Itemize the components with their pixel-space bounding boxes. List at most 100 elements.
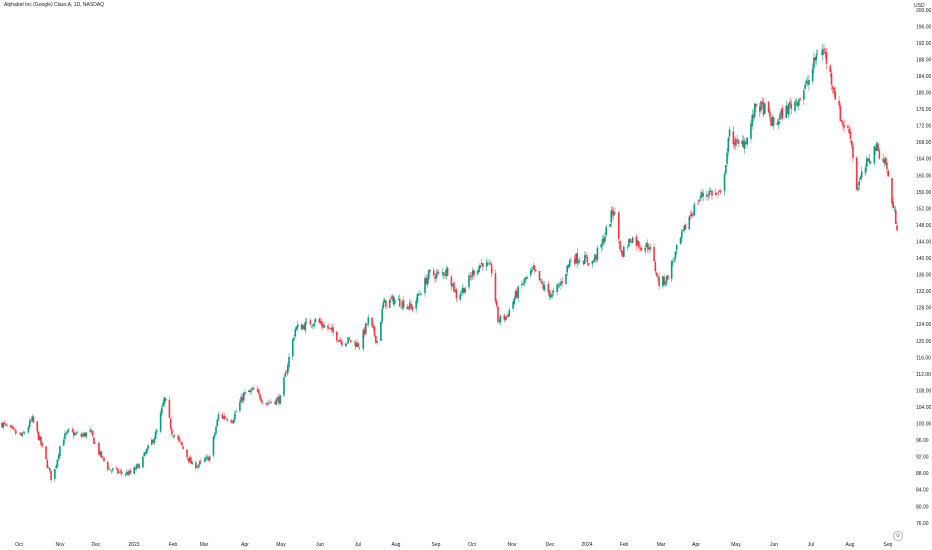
candle — [597, 245, 599, 263]
candle — [433, 268, 435, 277]
candle — [623, 246, 625, 257]
y-tick-label: 104.00 — [916, 405, 932, 411]
y-tick-label: 140.00 — [916, 256, 932, 262]
x-tick-label: Apr — [241, 542, 249, 548]
candle — [556, 282, 558, 295]
y-tick-label: 188.00 — [916, 57, 932, 63]
candle — [847, 124, 849, 130]
candle — [267, 401, 269, 406]
candle — [40, 436, 42, 448]
candle — [473, 269, 475, 279]
candle — [133, 465, 135, 475]
y-tick-label: 124.00 — [916, 322, 932, 328]
x-tick-label: Sep — [884, 542, 893, 548]
candle — [45, 446, 47, 460]
candle — [101, 451, 103, 458]
x-tick-label: Oct — [468, 542, 476, 548]
candle — [464, 286, 466, 292]
x-tick-label: Mar — [200, 542, 209, 548]
y-tick-label: 152.00 — [916, 206, 932, 212]
candle — [111, 470, 113, 474]
y-tick-label: 164.00 — [916, 157, 932, 163]
x-tick-label: Feb — [620, 542, 629, 548]
candle — [279, 395, 281, 405]
candle — [142, 456, 144, 468]
candle — [305, 318, 307, 334]
candle — [321, 319, 323, 330]
x-tick-label: Nov — [56, 542, 65, 548]
candle — [798, 98, 800, 110]
candle — [656, 271, 658, 276]
candle — [215, 425, 217, 434]
candle — [400, 307, 402, 309]
y-tick-label: 148.00 — [916, 223, 932, 229]
candle — [619, 241, 621, 252]
candle — [403, 297, 405, 310]
candles — [1, 44, 898, 483]
y-tick-label: 176.00 — [916, 107, 932, 113]
x-tick-label: Feb — [169, 542, 178, 548]
candle — [456, 288, 458, 303]
candle — [121, 469, 123, 477]
x-tick-label: 2024 — [581, 542, 592, 548]
x-tick-label: Aug — [846, 542, 855, 548]
x-tick-label: May — [276, 542, 286, 548]
x-tick-label: Oct — [15, 542, 23, 548]
candle — [803, 89, 805, 105]
candle — [715, 189, 717, 196]
candle — [107, 461, 109, 471]
x-tick-label: Sep — [432, 542, 441, 548]
candle — [702, 190, 704, 202]
candle — [125, 473, 127, 477]
candle — [224, 413, 226, 421]
x-tick-label: Jul — [355, 542, 361, 548]
candle — [773, 116, 775, 129]
y-tick-label: 192.00 — [916, 41, 932, 47]
candle — [482, 263, 484, 271]
candle — [230, 419, 232, 424]
price-axis: 76.0080.0084.0088.0092.0096.00100.00104.… — [916, 8, 932, 527]
candle — [292, 339, 294, 360]
candle — [694, 201, 696, 216]
candle — [500, 315, 502, 326]
candle — [389, 300, 391, 308]
candle — [195, 460, 197, 470]
candle — [160, 410, 162, 433]
candle — [174, 433, 176, 437]
candle — [380, 321, 382, 341]
candle — [332, 323, 334, 336]
candle — [744, 138, 746, 154]
candle — [840, 103, 842, 122]
y-tick-label: 156.00 — [916, 190, 932, 196]
candle — [385, 301, 387, 310]
candle — [505, 316, 507, 322]
candle — [534, 265, 536, 273]
x-tick-label: Jun — [316, 542, 324, 548]
candle — [327, 322, 329, 331]
candle — [186, 449, 188, 459]
candle — [478, 263, 480, 272]
candle — [817, 50, 819, 55]
candle — [468, 272, 470, 290]
x-tick-label: Dec — [546, 542, 555, 548]
candle — [585, 252, 587, 258]
candle — [613, 207, 615, 221]
candle — [725, 165, 727, 175]
candle — [341, 339, 343, 348]
candle — [826, 48, 828, 69]
y-tick-label: 180.00 — [916, 91, 932, 97]
candle — [691, 209, 693, 218]
candle — [895, 206, 897, 224]
candle — [310, 318, 312, 324]
candle — [790, 99, 792, 114]
gear-icon[interactable]: ⚙ — [893, 531, 903, 541]
candle — [717, 190, 719, 196]
candle — [376, 340, 378, 344]
y-tick-label: 120.00 — [916, 339, 932, 345]
candle — [81, 432, 83, 439]
x-tick-label: Dec — [92, 542, 101, 548]
candle — [486, 258, 488, 271]
y-tick-label: 132.00 — [916, 289, 932, 295]
candle — [92, 431, 94, 437]
